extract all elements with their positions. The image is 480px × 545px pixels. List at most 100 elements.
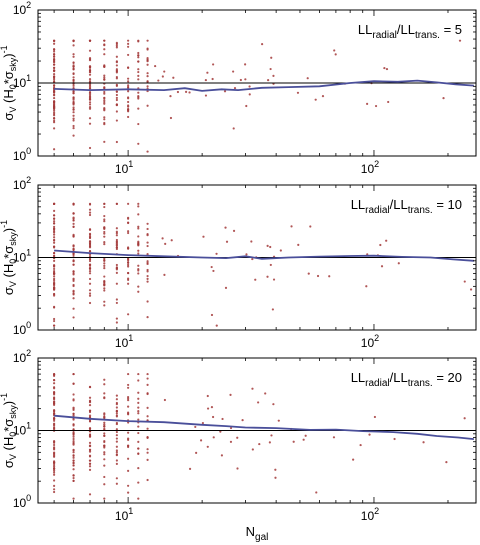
data-point bbox=[72, 428, 75, 431]
data-point bbox=[103, 230, 106, 234]
data-point bbox=[146, 48, 149, 51]
data-point bbox=[374, 104, 378, 108]
data-point bbox=[103, 383, 106, 386]
panel-annotation: LLradial/LLtrans. = 10 bbox=[351, 197, 462, 216]
data-point bbox=[72, 289, 75, 293]
data-point bbox=[53, 451, 56, 454]
data-point bbox=[88, 433, 92, 436]
data-point bbox=[53, 254, 56, 257]
tick-base: 10 bbox=[13, 149, 27, 163]
data-point bbox=[137, 425, 140, 428]
data-point bbox=[53, 454, 56, 457]
data-point bbox=[266, 244, 269, 247]
data-point bbox=[127, 272, 130, 275]
data-point bbox=[72, 440, 75, 443]
tick-base: 10 bbox=[115, 162, 129, 176]
data-point bbox=[88, 266, 92, 270]
data-point bbox=[199, 439, 203, 442]
data-point bbox=[127, 277, 130, 280]
data-point bbox=[229, 393, 232, 396]
data-point bbox=[88, 441, 92, 444]
data-point bbox=[103, 415, 106, 418]
data-point bbox=[385, 67, 389, 71]
data-point bbox=[53, 78, 56, 81]
data-point bbox=[72, 248, 75, 251]
tick-exponent: 1 bbox=[26, 248, 31, 258]
data-point bbox=[88, 420, 92, 423]
data-point bbox=[103, 497, 106, 500]
data-point bbox=[157, 79, 160, 82]
tick-exponent: 0 bbox=[26, 493, 31, 503]
data-point bbox=[88, 58, 92, 61]
y-tick-label: 100 bbox=[13, 493, 31, 510]
data-point bbox=[72, 111, 75, 114]
data-point bbox=[211, 415, 215, 419]
data-point bbox=[127, 457, 130, 460]
data-point bbox=[146, 262, 149, 266]
data-point bbox=[53, 279, 56, 282]
data-point bbox=[88, 213, 92, 217]
data-point bbox=[88, 146, 92, 150]
data-point bbox=[127, 265, 130, 268]
data-point bbox=[137, 74, 140, 77]
data-point bbox=[88, 69, 92, 72]
data-point bbox=[137, 240, 140, 243]
data-point bbox=[277, 419, 280, 422]
data-point bbox=[88, 270, 92, 273]
data-point bbox=[72, 119, 75, 122]
data-point bbox=[88, 272, 92, 275]
data-point bbox=[88, 232, 92, 235]
data-point bbox=[88, 292, 92, 295]
data-point bbox=[127, 97, 130, 100]
data-point bbox=[53, 53, 56, 56]
data-point bbox=[146, 104, 149, 107]
data-point bbox=[127, 258, 130, 261]
ylabel-sigma-sky: *σ bbox=[1, 246, 16, 259]
data-point bbox=[53, 324, 56, 327]
data-point bbox=[72, 67, 75, 71]
data-point bbox=[53, 401, 56, 404]
data-point bbox=[176, 90, 180, 94]
data-point bbox=[53, 69, 56, 72]
data-point bbox=[103, 86, 106, 89]
data-point bbox=[115, 234, 118, 237]
data-point bbox=[88, 426, 92, 430]
data-point bbox=[146, 80, 149, 83]
data-point bbox=[88, 250, 92, 253]
data-point bbox=[261, 43, 264, 46]
data-point bbox=[53, 42, 56, 45]
data-point bbox=[161, 75, 164, 78]
data-point bbox=[225, 240, 229, 243]
data-point bbox=[88, 435, 92, 438]
data-point bbox=[72, 398, 75, 401]
y-tick-label: 101 bbox=[13, 421, 31, 438]
data-point bbox=[88, 301, 92, 305]
data-point bbox=[53, 471, 56, 474]
data-point bbox=[103, 434, 106, 437]
tick-base: 10 bbox=[361, 509, 375, 523]
data-point bbox=[72, 393, 75, 396]
data-point bbox=[103, 205, 106, 209]
data-point bbox=[88, 294, 92, 297]
ylabel-sigma: σ bbox=[1, 460, 16, 468]
data-point bbox=[53, 413, 56, 416]
data-point bbox=[137, 249, 140, 252]
data-point bbox=[53, 426, 56, 429]
data-point bbox=[115, 440, 118, 443]
ylabel-sub-sky: sky bbox=[8, 405, 18, 419]
data-point bbox=[53, 111, 56, 114]
data-point bbox=[137, 379, 140, 382]
data-point bbox=[127, 90, 130, 93]
data-point bbox=[201, 421, 204, 425]
data-point bbox=[88, 211, 92, 214]
data-point bbox=[53, 488, 56, 491]
tick-exponent: 1 bbox=[128, 159, 133, 169]
data-point bbox=[210, 265, 213, 269]
data-point bbox=[233, 87, 237, 90]
data-point bbox=[53, 55, 56, 58]
data-point bbox=[72, 497, 75, 500]
data-point bbox=[88, 253, 92, 256]
data-point bbox=[72, 468, 75, 471]
data-point bbox=[274, 468, 277, 471]
